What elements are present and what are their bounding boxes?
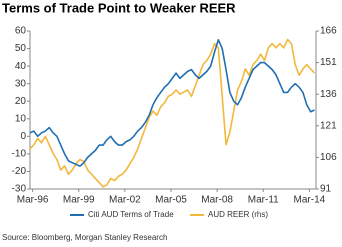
legend-label: AUD REER (rhs) [208, 210, 268, 219]
x-tick-label: Mar-99 [63, 195, 95, 206]
x-tick-label: Mar-08 [201, 195, 233, 206]
x-tick-label: Mar-14 [294, 195, 326, 206]
y2-tick-label: 91 [320, 184, 332, 195]
series-line [29, 38, 316, 188]
y-tick-label: 20 [15, 96, 27, 107]
y-tick-label: -20 [12, 166, 27, 177]
y-tick-label: -10 [12, 149, 27, 160]
y2-tick-label: 166 [320, 26, 337, 37]
legend-label: Citi AUD Terms of Trade [88, 210, 174, 219]
y2-tick-label: 121 [320, 120, 337, 131]
chart-title: Terms of Trade Point to Weaker REER [2, 0, 236, 15]
y2-tick-label: 106 [320, 152, 337, 163]
y-tick-label: 60 [15, 26, 27, 37]
series-line [29, 38, 315, 167]
y-tick-label: 30 [15, 78, 27, 89]
x-tick-label: Mar-05 [155, 195, 187, 206]
y-tick-label: 10 [15, 113, 27, 124]
y-tick-label: 50 [15, 43, 27, 54]
x-tick-label: Mar-11 [248, 195, 279, 206]
y2-tick-label: 136 [320, 89, 337, 100]
x-tick-label: Mar-02 [109, 195, 141, 206]
source: Source: Bloomberg, Morgan Stanley Resear… [2, 233, 167, 242]
x-tick-label: Mar-96 [17, 195, 49, 206]
y-tick-label: 0 [20, 131, 26, 142]
y-tick-label: -30 [12, 184, 27, 195]
y2-tick-label: 151 [320, 57, 337, 68]
y-tick-label: 40 [15, 61, 27, 72]
